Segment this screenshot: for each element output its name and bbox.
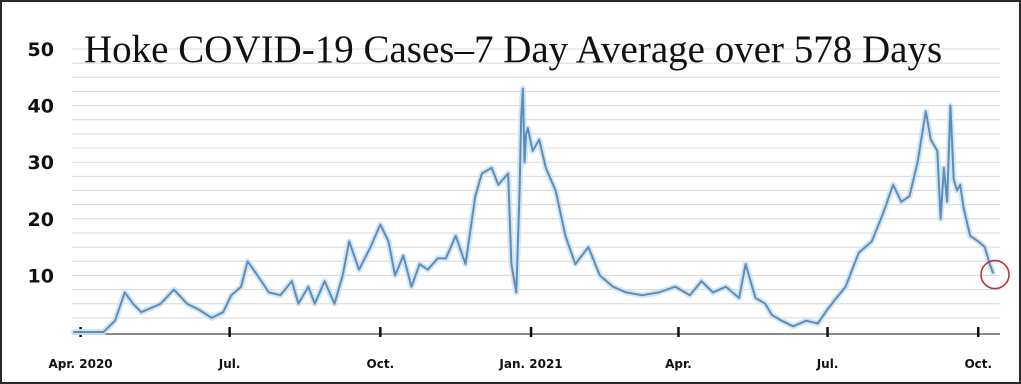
y-tick-label: 30	[28, 152, 54, 174]
x-tick-label: Oct.	[367, 357, 395, 371]
y-tick-label: 20	[28, 209, 54, 231]
x-tick-label: Apr.	[665, 357, 692, 371]
chart-title: Hoke COVID-19 Cases–7 Day Average over 5…	[84, 28, 942, 71]
x-tick-label: Jul.	[816, 357, 839, 371]
last-point-marker	[980, 259, 1010, 290]
gridlines	[72, 48, 1000, 319]
series-layer	[71, 85, 1010, 335]
x-tick-label: Jan. 2021	[498, 357, 562, 371]
x-axis-ticks: Apr. 2020 Jul. Oct. Jan. 2021 Apr. Jul. Oct.	[48, 327, 1000, 371]
y-tick-label: 40	[28, 96, 54, 118]
y-tick-label: 50	[28, 39, 54, 61]
series-line	[73, 87, 994, 333]
y-tick-label: 10	[28, 265, 54, 287]
x-tick-label: Jul.	[218, 357, 241, 371]
x-tick-label: Apr. 2020	[48, 357, 112, 371]
x-tick-label: Oct.	[964, 357, 992, 371]
y-axis-tick-labels: 10 20 30 40 50	[28, 39, 54, 287]
series-glow	[71, 85, 996, 335]
